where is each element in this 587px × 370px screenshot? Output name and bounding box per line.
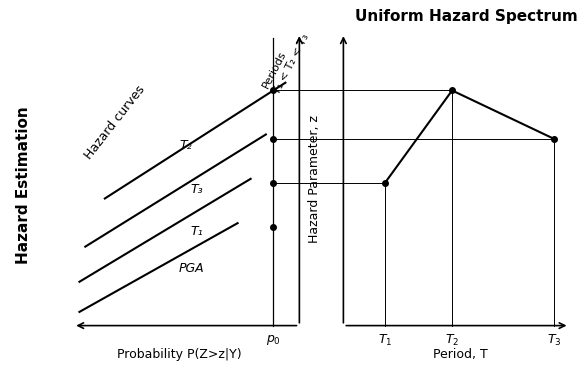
Text: T₃: T₃ (191, 183, 204, 196)
Text: T₂: T₂ (179, 138, 192, 152)
Text: Hazard Parameter, z: Hazard Parameter, z (308, 115, 321, 243)
Text: Uniform Hazard Spectrum: Uniform Hazard Spectrum (355, 9, 578, 24)
Text: Probability P(Z>z|Y): Probability P(Z>z|Y) (117, 348, 241, 361)
Text: $T_1$: $T_1$ (377, 333, 392, 348)
Text: Hazard Estimation: Hazard Estimation (16, 106, 31, 264)
Text: T₁: T₁ (191, 225, 204, 238)
Text: PGA: PGA (179, 262, 205, 275)
Text: Periods
T₁ < T₂ < T₃: Periods T₁ < T₂ < T₃ (261, 26, 311, 96)
Text: $T_3$: $T_3$ (547, 333, 561, 348)
Text: Period, T: Period, T (433, 348, 488, 361)
Text: $p_0$: $p_0$ (266, 333, 281, 347)
Text: Hazard curves: Hazard curves (82, 83, 147, 162)
Text: $T_2$: $T_2$ (445, 333, 459, 348)
